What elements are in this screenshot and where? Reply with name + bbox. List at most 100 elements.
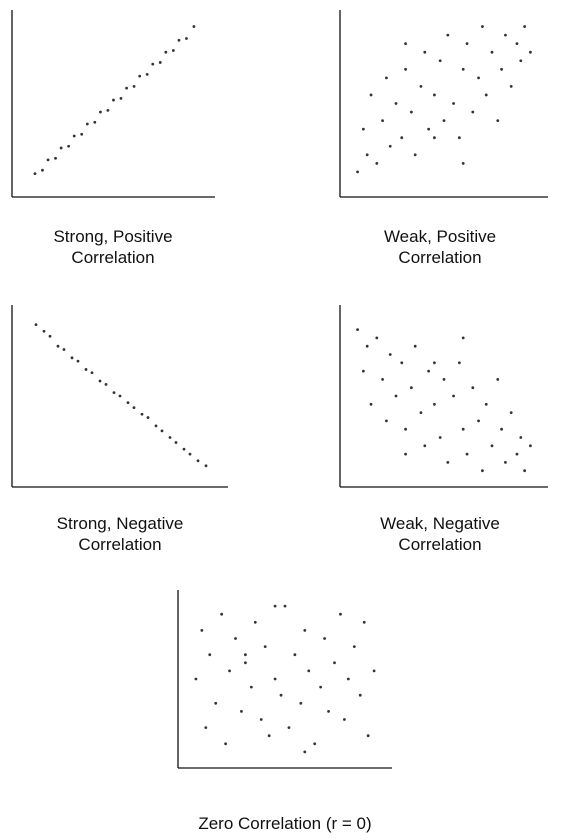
point bbox=[119, 96, 123, 100]
point bbox=[62, 348, 66, 351]
point bbox=[299, 701, 303, 705]
point bbox=[54, 156, 57, 160]
point bbox=[192, 25, 196, 28]
point bbox=[433, 136, 436, 140]
point bbox=[523, 25, 527, 28]
point bbox=[423, 50, 427, 54]
point bbox=[490, 444, 494, 448]
point bbox=[361, 127, 365, 131]
point bbox=[529, 444, 532, 448]
point bbox=[433, 402, 436, 406]
point bbox=[323, 637, 326, 640]
point bbox=[452, 394, 455, 398]
point bbox=[196, 459, 200, 463]
point bbox=[160, 429, 164, 433]
point bbox=[427, 369, 431, 373]
point bbox=[471, 386, 475, 390]
point bbox=[72, 134, 76, 138]
point bbox=[228, 669, 231, 673]
point bbox=[307, 669, 311, 673]
point bbox=[164, 50, 168, 54]
point bbox=[433, 361, 436, 365]
point bbox=[500, 427, 503, 431]
point bbox=[208, 653, 212, 657]
point bbox=[234, 637, 237, 640]
point bbox=[84, 368, 88, 371]
point bbox=[509, 85, 513, 88]
point bbox=[104, 382, 108, 386]
point bbox=[67, 144, 71, 148]
point bbox=[461, 427, 465, 431]
point bbox=[158, 61, 162, 64]
point bbox=[132, 85, 136, 88]
point bbox=[484, 402, 488, 406]
point bbox=[509, 411, 513, 414]
point bbox=[273, 604, 277, 608]
point bbox=[106, 108, 110, 112]
point bbox=[427, 127, 431, 131]
point bbox=[70, 356, 74, 360]
point bbox=[413, 344, 417, 348]
point bbox=[319, 685, 323, 689]
point bbox=[249, 685, 253, 689]
point bbox=[279, 693, 283, 697]
point bbox=[419, 411, 423, 414]
point bbox=[515, 452, 519, 456]
point bbox=[388, 353, 392, 356]
point bbox=[112, 391, 116, 395]
point bbox=[519, 436, 523, 439]
point bbox=[400, 361, 404, 365]
point bbox=[404, 427, 407, 431]
point bbox=[138, 74, 142, 78]
point bbox=[504, 461, 507, 464]
point bbox=[361, 369, 365, 373]
point bbox=[496, 119, 500, 122]
point bbox=[457, 136, 461, 140]
point bbox=[200, 629, 204, 632]
point bbox=[204, 726, 208, 729]
point bbox=[471, 110, 475, 114]
point bbox=[253, 620, 257, 624]
point bbox=[220, 612, 224, 616]
point bbox=[484, 93, 488, 97]
point bbox=[356, 170, 359, 174]
point bbox=[90, 371, 94, 375]
point bbox=[99, 110, 102, 114]
point bbox=[404, 452, 407, 456]
point bbox=[343, 718, 346, 721]
point bbox=[59, 146, 63, 150]
point bbox=[93, 120, 97, 124]
point bbox=[500, 67, 503, 71]
point bbox=[446, 461, 450, 464]
point bbox=[112, 98, 115, 102]
point bbox=[313, 742, 317, 746]
point bbox=[171, 49, 175, 52]
point bbox=[465, 42, 469, 46]
point bbox=[244, 653, 247, 657]
point bbox=[369, 93, 373, 97]
caption: Strong, Negative Correlation bbox=[56, 514, 184, 554]
point bbox=[362, 620, 366, 624]
caption: Strong, Positive Correlation bbox=[53, 227, 173, 267]
point bbox=[42, 329, 46, 333]
point bbox=[118, 394, 122, 398]
point bbox=[151, 62, 155, 66]
point bbox=[442, 119, 446, 122]
point bbox=[442, 378, 446, 381]
point bbox=[259, 718, 263, 721]
point bbox=[327, 710, 330, 713]
point bbox=[346, 677, 350, 681]
point bbox=[375, 336, 379, 340]
point bbox=[34, 323, 38, 327]
point bbox=[98, 379, 102, 383]
point bbox=[174, 441, 178, 444]
point bbox=[366, 734, 370, 738]
point bbox=[477, 76, 480, 80]
point bbox=[182, 447, 186, 451]
point bbox=[461, 161, 465, 165]
point bbox=[515, 42, 519, 46]
point bbox=[333, 661, 336, 665]
point bbox=[438, 59, 442, 63]
point bbox=[85, 122, 89, 126]
